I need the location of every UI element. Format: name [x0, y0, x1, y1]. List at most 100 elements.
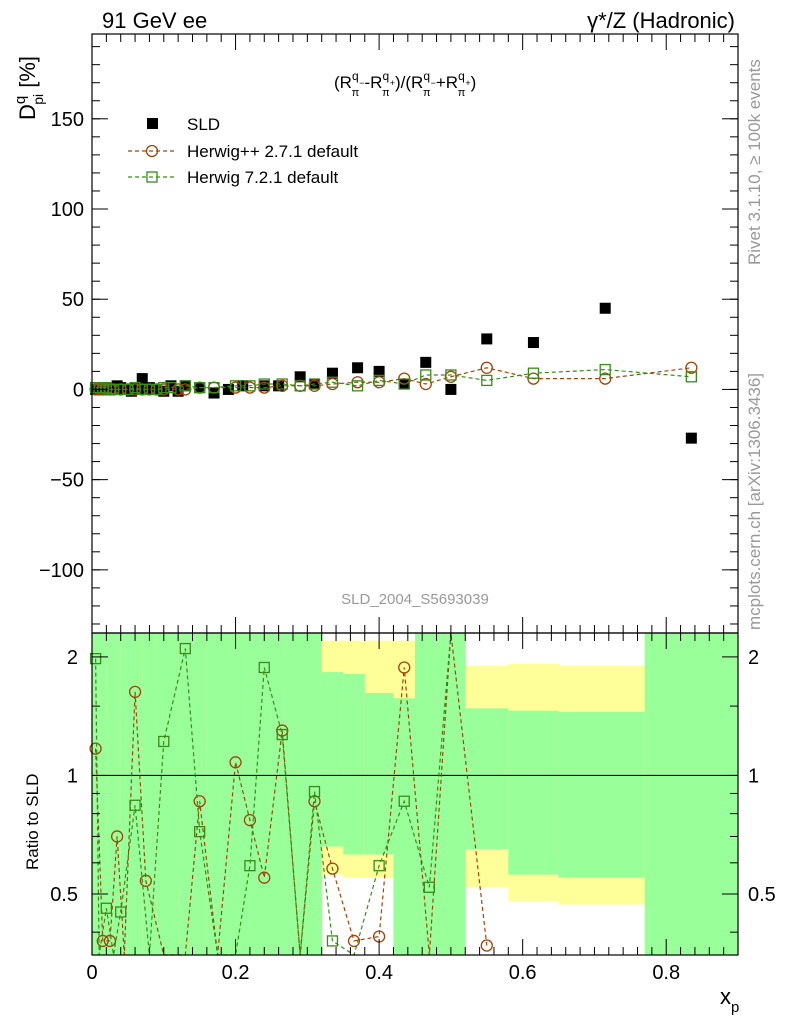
legend-label: Herwig 7.2.1 default [187, 168, 338, 187]
herwigpp-point [480, 361, 493, 374]
herwig7-point [143, 383, 156, 396]
herwig7-point [100, 381, 113, 394]
herwig7-point [481, 374, 493, 387]
herwigpp-ratio-point [243, 814, 257, 827]
sld-point [352, 362, 364, 374]
band-green [285, 633, 308, 955]
herwig7-ratio-point [194, 825, 206, 838]
herwig7-ratio-point [373, 860, 385, 872]
herwigpp-ratio-point [89, 742, 102, 755]
ratio-series-layer [89, 632, 493, 956]
herwigpp-ratio-point [258, 871, 271, 884]
herwig7-ratio-point [276, 728, 288, 741]
x-tick-label: 0.4 [365, 962, 393, 984]
herwig7-point [129, 381, 141, 394]
legend: SLD Herwig++ 2.7.1 default Herwig 7.2.1 de… [128, 115, 358, 187]
herwigpp-line [95, 367, 692, 391]
herwigpp-point [419, 377, 432, 391]
source-text: mcplots.cern.ch [arXiv:1306.3436] [745, 373, 764, 630]
herwig7-ratio-point [326, 935, 339, 947]
herwig7-point [445, 369, 457, 381]
herwig7-ratio-point [179, 642, 191, 655]
herwigpp-point [171, 383, 185, 396]
sld-point [133, 382, 145, 394]
herwig7-point [244, 380, 256, 392]
herwigpp-ratio-point [139, 874, 152, 887]
legend-marker [145, 144, 159, 158]
ratio-ytick-label: 0.5 [50, 884, 78, 906]
legend-marker [146, 171, 158, 183]
band-green [415, 633, 438, 955]
herwigpp-ratio-point [398, 661, 411, 674]
band-green [192, 633, 208, 955]
herwig7-point [276, 378, 288, 390]
herwig7-ratio-point [423, 881, 436, 893]
herwig7-ratio-point [115, 906, 127, 918]
legend-marker-sld [147, 118, 158, 129]
ratio-ytick-label-right: 0.5 [748, 884, 776, 906]
band-green [364, 692, 394, 855]
herwigpp-ratio-point [193, 795, 206, 808]
svg-text:Dqpi [%]: Dqpi [%] [12, 56, 46, 120]
herwig7-point [527, 367, 540, 379]
band-green [113, 633, 122, 955]
herwig7-point [398, 378, 410, 390]
herwig7-point [294, 380, 306, 392]
herwig7-ratio-point [89, 652, 102, 665]
sld-point [373, 365, 385, 377]
herwig7-ratio-point [158, 735, 170, 748]
herwig7-point [326, 376, 339, 388]
sld-point [143, 382, 155, 394]
band-green [271, 633, 287, 955]
main-ytick-label: 50 [62, 289, 84, 311]
sld-point [326, 367, 338, 379]
band-green [99, 633, 107, 955]
main-ytick-label: −100 [39, 560, 84, 582]
herwig7-point [351, 380, 364, 392]
band-green [106, 633, 115, 955]
svg-text:xp: xp [720, 984, 739, 1016]
herwig7-point [136, 383, 148, 396]
herwigpp-ratio-point [110, 830, 124, 843]
herwigpp-ratio-point [229, 756, 242, 769]
sld-point [685, 432, 697, 444]
band-green [558, 711, 646, 878]
herwig7-point [308, 378, 321, 390]
sld-point [445, 383, 457, 395]
main-ytick-label: −50 [50, 470, 84, 492]
band-green [465, 708, 509, 850]
axes-layer: −100 −50 0 50 100 150 0 0.2 0.4 0.6 0.8 0.5 0.5 1 1 2 2 [39, 33, 776, 984]
herwig7-point [194, 381, 206, 394]
sld-point [481, 333, 493, 345]
main-annotation: (Rq π−-Rq π+)/(Rq π−+Rq π+) [334, 69, 476, 99]
sld-point [179, 380, 191, 392]
herwig7-point [258, 378, 270, 390]
band-green [149, 633, 158, 955]
herwig7-point [229, 380, 242, 392]
ratio-panel [92, 633, 739, 955]
herwig7-point [115, 383, 127, 396]
sld-point [599, 302, 611, 314]
band-green [644, 633, 739, 955]
herwig7-ratio-line [94, 632, 452, 956]
herwigpp-ratio-line [94, 632, 488, 956]
main-series-layer [89, 302, 698, 444]
band-green [163, 633, 179, 955]
band-green [120, 633, 129, 955]
x-axis-title: xp [720, 984, 739, 1016]
sld-point [527, 337, 539, 349]
ratio-ytick-label: 1 [67, 765, 78, 787]
plot-id-label: SLD_2004_S5693039 [341, 591, 489, 608]
herwigpp-ratio-point [128, 685, 142, 699]
band-green [92, 633, 100, 955]
herwig7-point [158, 381, 170, 394]
main-ytick-label: 100 [51, 199, 84, 221]
band-green [249, 633, 272, 955]
herwig7-point [685, 371, 697, 383]
svg-text:(Rqπ−-Rqπ+)/(Rqπ−+Rqπ+): (Rq π−-Rq π+)/(Rq π−+Rq π+) [334, 69, 476, 99]
ratio-frame [91, 632, 739, 956]
herwigpp-ratio-point [480, 939, 493, 952]
herwig7-point [599, 363, 611, 376]
band-green [178, 633, 193, 955]
